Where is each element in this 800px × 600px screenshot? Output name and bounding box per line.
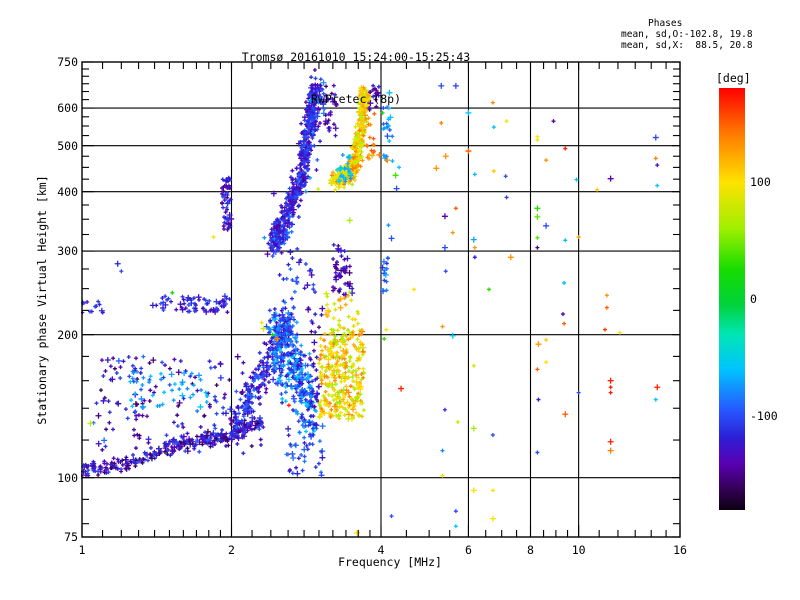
x-tick-label: 6 [464,543,472,557]
phases-mean-sd-x: mean, sd,X: 88.5, 20.8 [621,40,753,51]
plot-title-block: Tromsø 20161010 15:24:00-15:25:43 RwPret… [56,22,656,134]
y-tick-label: 400 [57,184,78,199]
x-tick-label: 10 [571,543,586,557]
colorbar-tick-label: -100 [750,409,778,424]
colorbar-tick-label: 100 [750,174,771,189]
x-tick-label: 4 [377,543,385,557]
x-tick-label: 8 [527,543,534,557]
colorbar-title: [deg] [716,71,751,85]
y-tick-label: 750 [57,55,78,69]
x-tick-label: 2 [228,543,235,557]
plot-subtitle: RwPretec (8p) [310,92,401,106]
y-tick-label: 200 [57,327,78,342]
x-tick-label: 16 [673,543,687,557]
phases-mean-sd-o: mean, sd,O:-102.8, 19.8 [621,29,753,40]
y-tick-label: 500 [57,138,78,153]
y-tick-label: 100 [57,470,78,485]
plot-title: Tromsø 20161010 15:24:00-15:25:43 [241,50,471,64]
phases-annotation-heading: Phases [648,18,683,29]
colorbar-gradient [719,88,745,510]
x-axis-label: Frequency [MHz] [338,555,442,569]
y-axis-label: Stationary phase Virtual Height [km] [35,175,49,425]
y-tick-label: 300 [57,244,78,259]
colorbar-tick-label: 0 [750,292,757,306]
y-tick-label: 600 [57,101,78,116]
y-tick-label: 75 [64,530,78,544]
x-tick-label: 1 [78,543,86,557]
